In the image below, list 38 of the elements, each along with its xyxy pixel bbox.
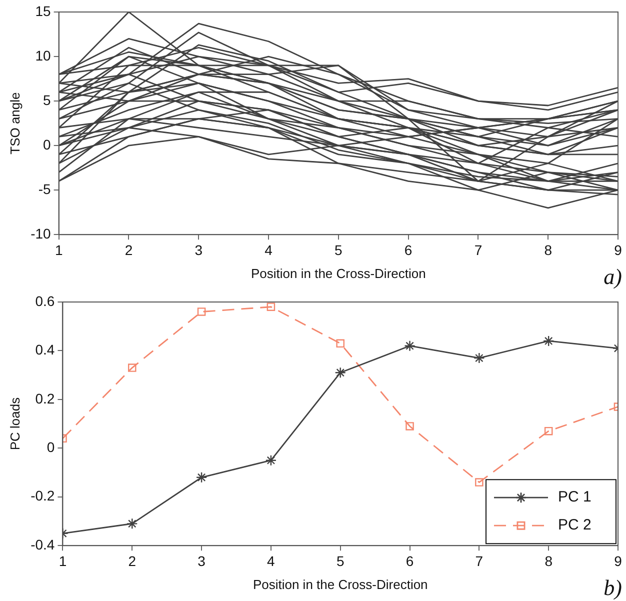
y-axis-title: TSO angle — [7, 92, 22, 154]
text: a) — [604, 264, 622, 290]
x-tick-label: 7 — [474, 242, 482, 258]
x-tick-label: 2 — [124, 242, 133, 258]
text: b) — [604, 575, 622, 601]
x-tick-label: 6 — [406, 552, 414, 569]
x-axis-title: Position in the Cross-Direction — [252, 576, 428, 592]
y-tick-label: -5 — [38, 180, 52, 197]
x-tick-label: 2 — [128, 552, 136, 569]
legend-label: PC 2 — [558, 516, 592, 534]
y-tick-label: 0 — [43, 136, 52, 152]
y-tick-label: 0.6 — [35, 292, 55, 309]
x-tick-label: 9 — [614, 242, 622, 258]
y-axis-title: PC loads — [7, 396, 22, 450]
y-tick-label: 0.2 — [35, 390, 55, 406]
x-tick-label: 9 — [614, 552, 622, 569]
x-tick-label: 8 — [544, 552, 553, 569]
y-tick-label: 15 — [35, 2, 52, 19]
y-tick-label: -0.4 — [30, 536, 55, 552]
x-axis-title: Position in the Cross-Direction — [250, 266, 426, 281]
y-tick-label: 0 — [46, 439, 55, 456]
x-tick-label: 3 — [198, 552, 206, 569]
x-tick-label: 4 — [267, 552, 276, 569]
y-tick-label: 5 — [43, 92, 52, 108]
x-tick-label: 5 — [334, 242, 343, 258]
legend-label: PC 1 — [558, 488, 592, 506]
y-tick-label: 0.4 — [35, 342, 55, 358]
y-tick-label: -10 — [30, 225, 52, 242]
x-tick-label: 8 — [544, 242, 552, 258]
x-tick-label: 5 — [336, 552, 344, 569]
y-tick-label: 10 — [35, 47, 52, 64]
x-tick-label: 6 — [404, 242, 412, 258]
x-tick-label: 1 — [58, 552, 67, 569]
x-tick-label: 4 — [264, 242, 273, 258]
x-tick-label: 3 — [194, 242, 203, 258]
x-tick-label: 1 — [54, 242, 63, 258]
x-tick-label: 7 — [475, 552, 484, 569]
y-tick-label: -0.2 — [30, 488, 55, 504]
